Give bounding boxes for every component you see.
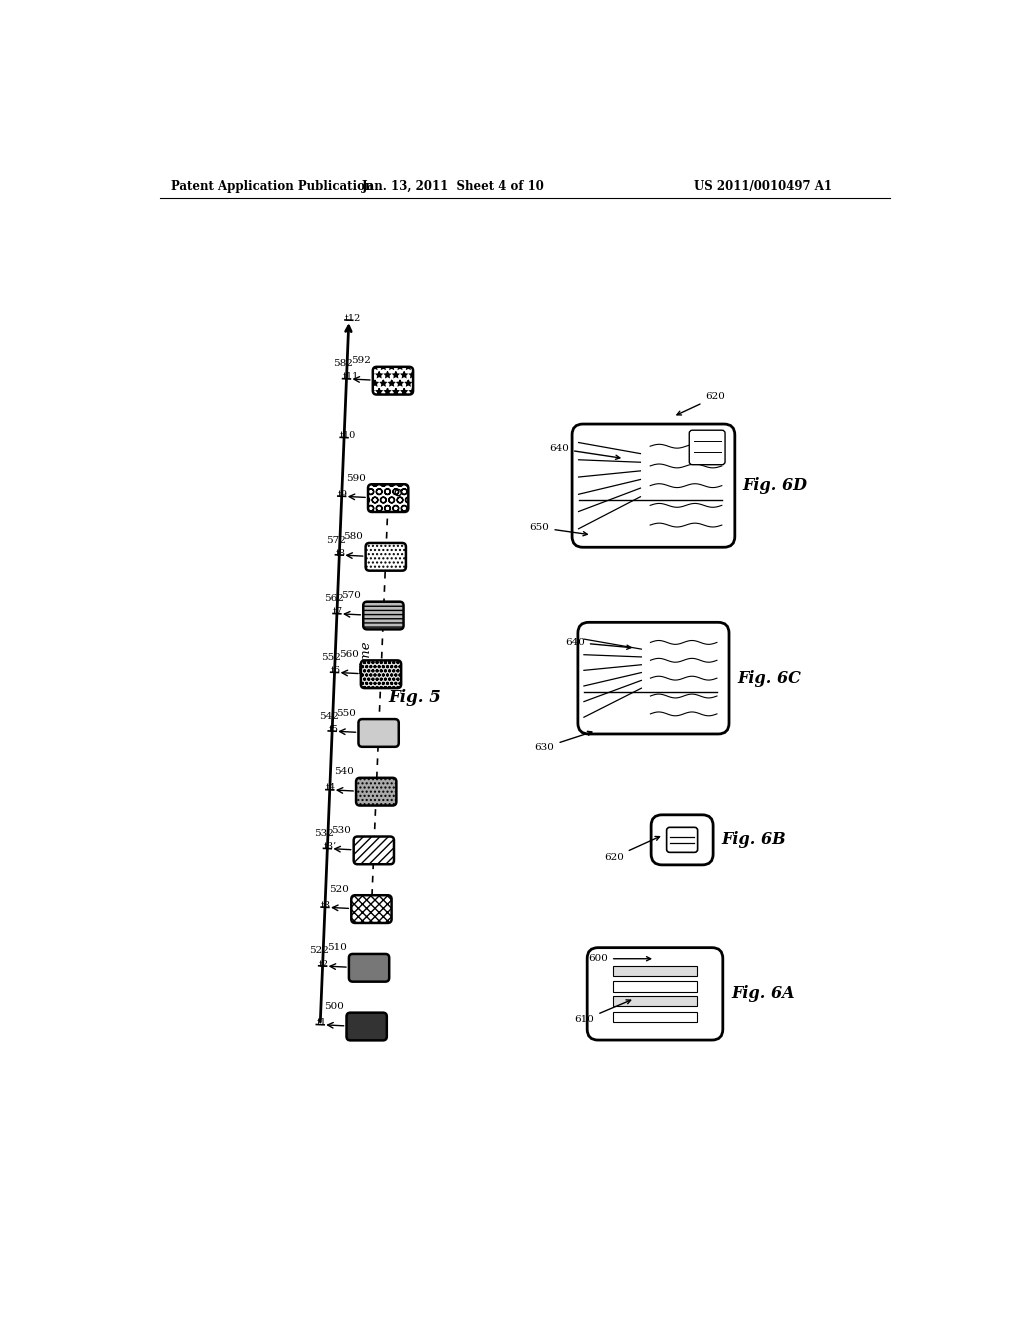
Text: t7: t7 bbox=[333, 607, 343, 616]
Text: t5: t5 bbox=[329, 725, 338, 734]
Text: 650: 650 bbox=[529, 523, 588, 536]
Text: Fig. 6A: Fig. 6A bbox=[731, 985, 795, 1002]
FancyBboxPatch shape bbox=[667, 828, 697, 853]
FancyBboxPatch shape bbox=[356, 777, 396, 805]
Text: 532: 532 bbox=[314, 829, 334, 838]
Text: 542: 542 bbox=[319, 711, 339, 721]
FancyBboxPatch shape bbox=[373, 367, 413, 395]
Text: t8: t8 bbox=[336, 549, 345, 557]
Text: 640: 640 bbox=[549, 445, 620, 459]
FancyBboxPatch shape bbox=[572, 424, 735, 548]
FancyBboxPatch shape bbox=[360, 660, 401, 688]
FancyBboxPatch shape bbox=[351, 895, 391, 923]
Text: t10: t10 bbox=[340, 432, 356, 440]
Text: t12: t12 bbox=[345, 314, 361, 322]
Text: 620: 620 bbox=[604, 837, 659, 862]
Text: 570: 570 bbox=[341, 591, 360, 601]
Text: 520: 520 bbox=[329, 884, 349, 894]
FancyBboxPatch shape bbox=[349, 954, 389, 982]
FancyBboxPatch shape bbox=[368, 484, 409, 512]
Text: t1: t1 bbox=[316, 1018, 327, 1027]
Text: Time: Time bbox=[359, 640, 373, 673]
Text: t11: t11 bbox=[343, 372, 359, 381]
Text: t4: t4 bbox=[326, 783, 336, 792]
Text: 620: 620 bbox=[677, 392, 725, 414]
Text: Fig. 5: Fig. 5 bbox=[388, 689, 441, 706]
Bar bbox=[613, 997, 697, 1006]
Text: t6: t6 bbox=[331, 667, 341, 675]
FancyBboxPatch shape bbox=[578, 622, 729, 734]
Text: 590: 590 bbox=[346, 474, 366, 483]
Text: 640: 640 bbox=[565, 638, 631, 649]
Text: 580: 580 bbox=[343, 532, 364, 541]
Text: t9: t9 bbox=[338, 490, 348, 499]
Text: 500: 500 bbox=[325, 1002, 344, 1011]
Text: 510: 510 bbox=[327, 944, 346, 953]
Text: Fig. 6B: Fig. 6B bbox=[721, 832, 785, 849]
FancyBboxPatch shape bbox=[364, 602, 403, 630]
Text: 562: 562 bbox=[324, 594, 344, 603]
Text: t2: t2 bbox=[318, 960, 329, 969]
Bar bbox=[613, 981, 697, 991]
Text: 560: 560 bbox=[339, 649, 358, 659]
Text: 600: 600 bbox=[588, 954, 650, 964]
Text: t3: t3 bbox=[322, 900, 331, 909]
Bar bbox=[613, 966, 697, 975]
Text: 550: 550 bbox=[336, 709, 356, 718]
Text: Fig. 6D: Fig. 6D bbox=[742, 477, 808, 494]
Text: US 2011/0010497 A1: US 2011/0010497 A1 bbox=[693, 181, 831, 194]
Text: 530: 530 bbox=[332, 826, 351, 836]
Text: Fig. 6C: Fig. 6C bbox=[737, 669, 801, 686]
FancyBboxPatch shape bbox=[689, 430, 725, 465]
Text: 610: 610 bbox=[574, 999, 631, 1024]
FancyBboxPatch shape bbox=[353, 837, 394, 865]
Text: 582: 582 bbox=[334, 359, 353, 368]
Text: 552: 552 bbox=[322, 653, 341, 661]
Text: 572: 572 bbox=[327, 536, 346, 545]
FancyBboxPatch shape bbox=[366, 543, 406, 570]
Bar bbox=[613, 1012, 697, 1022]
FancyBboxPatch shape bbox=[587, 948, 723, 1040]
Text: 540: 540 bbox=[334, 767, 353, 776]
Text: 592: 592 bbox=[350, 356, 371, 366]
Text: 630: 630 bbox=[535, 731, 592, 752]
Text: Patent Application Publication: Patent Application Publication bbox=[171, 181, 373, 194]
FancyBboxPatch shape bbox=[358, 719, 398, 747]
FancyBboxPatch shape bbox=[651, 814, 713, 865]
Text: Jan. 13, 2011  Sheet 4 of 10: Jan. 13, 2011 Sheet 4 of 10 bbox=[362, 181, 545, 194]
Text: 522: 522 bbox=[309, 946, 330, 956]
FancyBboxPatch shape bbox=[346, 1012, 387, 1040]
Text: t3’: t3’ bbox=[324, 842, 337, 851]
